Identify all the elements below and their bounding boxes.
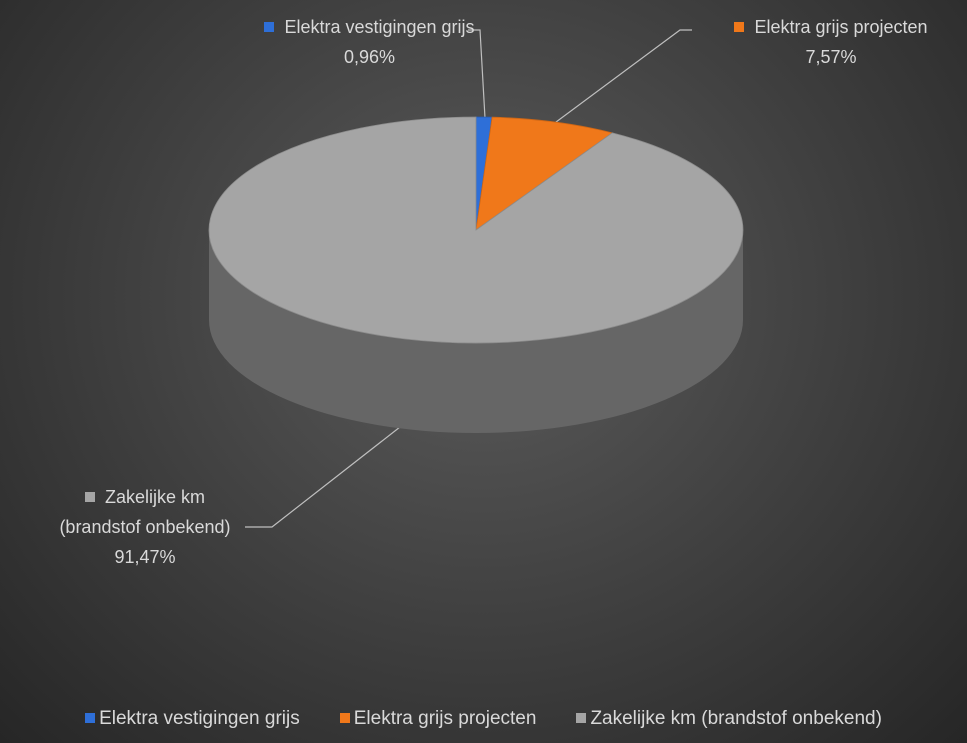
label-value: 7,57% — [805, 47, 857, 67]
leader-line — [468, 29, 486, 119]
legend-label: Zakelijke km (brandstof onbekend) — [590, 708, 882, 729]
label-value: 91,47% — [114, 547, 176, 567]
label-category: Elektra vestigingen grijs — [284, 17, 475, 37]
leader-lines — [245, 29, 692, 528]
label-marker — [264, 22, 275, 32]
label-marker — [84, 492, 95, 502]
label-value: 0,96% — [343, 47, 396, 67]
pie — [208, 116, 744, 433]
legend-item: Elektra vestigingen grijs — [85, 708, 300, 730]
legend-marker — [339, 713, 350, 723]
legend-item: Elektra grijs projecten — [339, 708, 537, 730]
data-label: Zakelijke km (brandstof onbekend) 91,47% — [45, 482, 245, 572]
pie-side — [209, 230, 743, 433]
label-category: Zakelijke km (brandstof onbekend) — [59, 487, 231, 537]
leader-line — [245, 426, 401, 528]
pie-slice — [208, 116, 744, 344]
pie-slice — [475, 116, 614, 231]
label-marker — [734, 22, 745, 32]
legend-marker — [85, 713, 96, 723]
legend-item: Zakelijke km (brandstof onbekend) — [576, 708, 882, 730]
legend: Elektra vestigingen grijs Elektra grijs p… — [0, 708, 967, 730]
legend-marker — [576, 713, 587, 723]
legend-label: Elektra vestigingen grijs — [99, 708, 300, 729]
label-category: Elektra grijs projecten — [754, 17, 928, 37]
data-label: Elektra vestigingen grijs 0,96% — [262, 12, 477, 72]
leader-line — [547, 29, 692, 129]
legend-label: Elektra grijs projecten — [353, 708, 537, 729]
data-label: Elektra grijs projecten 7,57% — [700, 12, 962, 72]
